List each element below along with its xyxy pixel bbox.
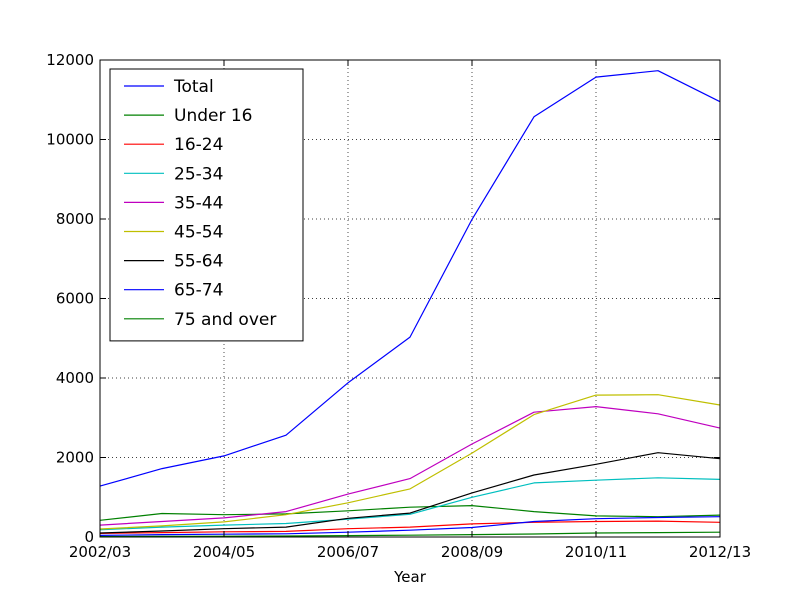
grid	[100, 60, 720, 537]
legend-label: 16-24	[174, 135, 223, 155]
series-line-35-44	[99, 406, 721, 526]
x-tick-label: 2004/05	[193, 543, 255, 561]
y-tick-label: 6000	[56, 290, 94, 308]
legend-label: Under 16	[174, 106, 253, 126]
y-tick-label: 0	[84, 528, 94, 546]
series-line-25-34	[99, 477, 721, 531]
legend-label: 65-74	[174, 281, 223, 301]
x-tick-label: 2002/03	[69, 543, 131, 561]
series-line-55-64	[99, 452, 721, 534]
series-lines	[99, 70, 721, 538]
series-line-16-24	[99, 520, 721, 534]
x-tick-label: 2012/13	[689, 543, 751, 561]
axis-ticks	[99, 59, 721, 538]
y-tick-label: 12000	[46, 51, 94, 69]
x-axis-title: Year	[393, 568, 427, 586]
series-line-65-74	[99, 516, 721, 536]
legend-label: 45-54	[174, 223, 223, 243]
legend-label: 55-64	[174, 252, 223, 272]
legend-box	[109, 68, 304, 342]
x-tick-label: 2010/11	[565, 543, 627, 561]
y-tick-label: 10000	[46, 131, 94, 149]
x-tick-label: 2006/07	[317, 543, 379, 561]
legend-label: 35-44	[174, 193, 223, 213]
x-tick-label: 2008/09	[441, 543, 503, 561]
x-axis-tick-labels: 2002/03 2004/05 2006/07 2008/09 2010/11 2012/…	[69, 543, 751, 561]
series-line-45-54	[99, 394, 721, 530]
legend-label: 75 and over	[174, 310, 276, 330]
y-axis-tick-labels: 0 2000 4000 6000 8000 10000 12000	[46, 51, 94, 546]
y-tick-label: 4000	[56, 369, 94, 387]
series-line-total	[99, 70, 721, 487]
legend-label: Total	[173, 77, 214, 97]
y-tick-label: 2000	[56, 449, 94, 467]
series-line-under-16	[99, 505, 721, 521]
y-tick-label: 8000	[56, 210, 94, 228]
series-line-75-and-over	[99, 531, 721, 538]
legend-label: 25-34	[174, 164, 223, 184]
legend: Total Under 16 16-24 25-34 35-44 45-54 55-64 65…	[109, 68, 304, 342]
